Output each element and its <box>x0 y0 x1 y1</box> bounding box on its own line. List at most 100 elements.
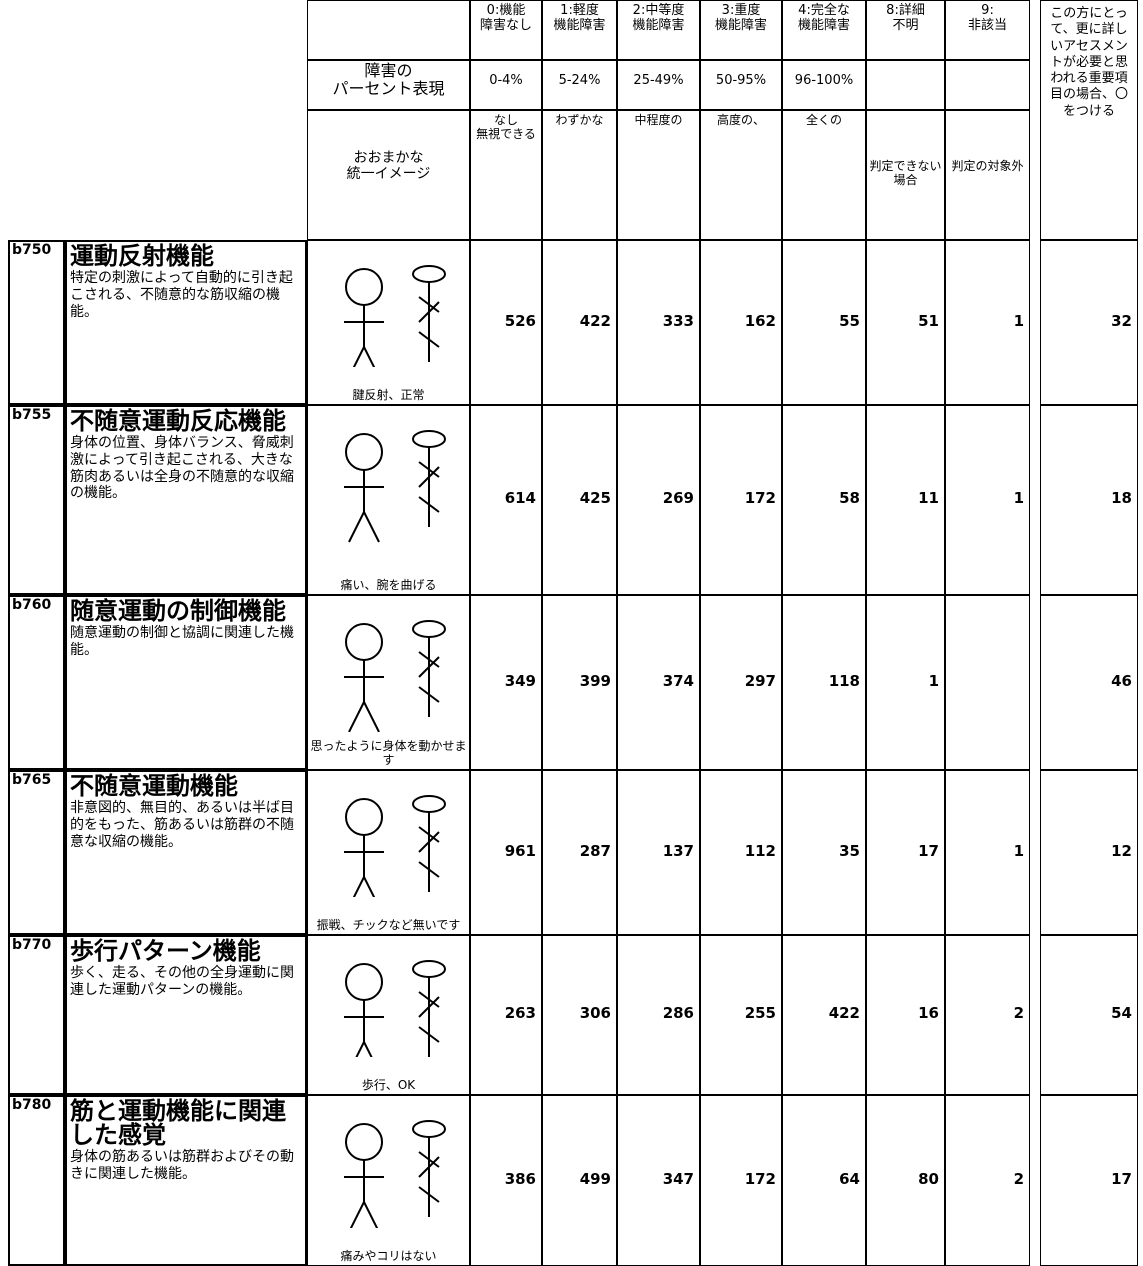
item-description: 身体の筋あるいは筋群およびその動きに関連した機能。 <box>70 1149 294 1182</box>
value: 11 <box>918 489 939 507</box>
value: 16 <box>918 1004 939 1022</box>
value-cell <box>470 935 542 1095</box>
value: 80 <box>918 1169 939 1188</box>
value: 1 <box>1013 489 1024 507</box>
value: 35 <box>839 841 860 860</box>
value-cell <box>945 770 1030 935</box>
image-cell <box>307 595 470 770</box>
value: 1 <box>1013 841 1024 860</box>
value-cell <box>1040 405 1138 595</box>
item-code: b760 <box>12 597 52 613</box>
item-title: 歩行パターン機能 <box>70 937 261 965</box>
header-cell <box>945 60 1030 110</box>
column-image-desc: 全くの <box>805 113 842 127</box>
value-cell <box>866 770 945 935</box>
header-cell <box>945 110 1030 240</box>
value-cell <box>700 935 782 1095</box>
header-cell <box>866 0 945 60</box>
value: 374 <box>662 671 694 690</box>
item-code: b750 <box>12 242 52 258</box>
value: 1 <box>928 671 939 690</box>
value-cell <box>470 240 542 405</box>
column-image-desc: 判定の対象外 <box>951 159 1024 173</box>
column-range: 96-100% <box>794 73 854 88</box>
column-image-desc: 中程度の <box>634 113 683 127</box>
value: 118 <box>828 671 860 690</box>
value-cell <box>945 935 1030 1095</box>
value-cell <box>700 770 782 935</box>
value: 399 <box>579 671 611 690</box>
desc-cell <box>65 595 307 770</box>
value: 961 <box>504 841 536 860</box>
value: 32 <box>1111 311 1132 330</box>
header-cell <box>470 0 542 60</box>
header-cell <box>945 0 1030 60</box>
value: 286 <box>662 1004 694 1022</box>
item-description: 非意図的、無目的、あるいは半ば目的をもった、筋あるいは筋群の不随意な収縮の機能。 <box>70 800 294 850</box>
value: 422 <box>579 311 611 330</box>
value: 499 <box>579 1169 611 1188</box>
header-cell <box>782 0 866 60</box>
value: 137 <box>662 841 694 860</box>
value: 17 <box>918 841 939 860</box>
value: 17 <box>1111 1169 1132 1188</box>
illustration <box>344 430 446 543</box>
value: 54 <box>1111 1004 1132 1022</box>
image-cell <box>307 240 470 405</box>
header-cell <box>307 110 470 240</box>
image-caption: 痛い、腕を曲げる <box>340 578 437 593</box>
column-label: 8:詳細 不明 <box>886 3 925 33</box>
column-label: 0:機能 障害なし <box>479 3 532 33</box>
image-cell <box>307 405 470 595</box>
item-description: 歩く、走る、その他の全身運動に関連した運動パターンの機能。 <box>70 965 294 998</box>
value: 269 <box>662 489 694 507</box>
header-cell <box>470 60 542 110</box>
code-cell <box>8 770 65 935</box>
illustration <box>344 620 446 732</box>
value-cell <box>945 405 1030 595</box>
value-cell <box>866 240 945 405</box>
value: 349 <box>504 671 536 690</box>
value-cell <box>782 595 866 770</box>
column-image-desc: 判定できない場合 <box>869 159 942 187</box>
value-cell <box>700 595 782 770</box>
column-image-desc: なし 無視できる <box>476 113 536 141</box>
value: 386 <box>504 1169 536 1188</box>
column-image-desc: 高度の、 <box>716 113 765 127</box>
column-image-desc: わずかな <box>555 113 604 127</box>
column-label: 1:軽度 機能障害 <box>553 3 606 33</box>
header-cell <box>700 110 782 240</box>
value-cell <box>700 240 782 405</box>
illustration <box>344 265 446 367</box>
column-range: 0-4% <box>489 73 523 88</box>
header-cell <box>700 60 782 110</box>
value: 112 <box>744 841 776 860</box>
desc-cell <box>65 240 307 405</box>
value: 287 <box>579 841 611 860</box>
column-range: 25-49% <box>633 73 684 88</box>
value: 614 <box>504 489 536 507</box>
value-cell <box>700 405 782 595</box>
image-caption: 痛みやコリはない <box>340 1249 437 1264</box>
header-left: 障害の パーセント表現 <box>332 61 445 99</box>
desc-cell <box>65 935 307 1095</box>
code-cell <box>8 595 65 770</box>
header-cell <box>617 60 700 110</box>
column-range: 50-95% <box>715 73 767 88</box>
value: 333 <box>662 311 694 330</box>
value-cell <box>866 405 945 595</box>
illustration <box>344 1120 446 1228</box>
item-description: 身体の位置、身体バランス、脅威刺激によって引き起こされる、大きな筋肉あるいは全身… <box>70 435 294 502</box>
value-cell <box>1040 595 1138 770</box>
value: 347 <box>662 1169 694 1188</box>
value: 162 <box>744 311 776 330</box>
item-code: b765 <box>12 772 52 788</box>
value-cell <box>782 240 866 405</box>
value-cell <box>617 240 700 405</box>
value: 1 <box>1013 311 1024 330</box>
value: 306 <box>579 1004 611 1022</box>
value: 422 <box>828 1004 860 1022</box>
header-cell <box>866 110 945 240</box>
value: 255 <box>744 1004 776 1022</box>
